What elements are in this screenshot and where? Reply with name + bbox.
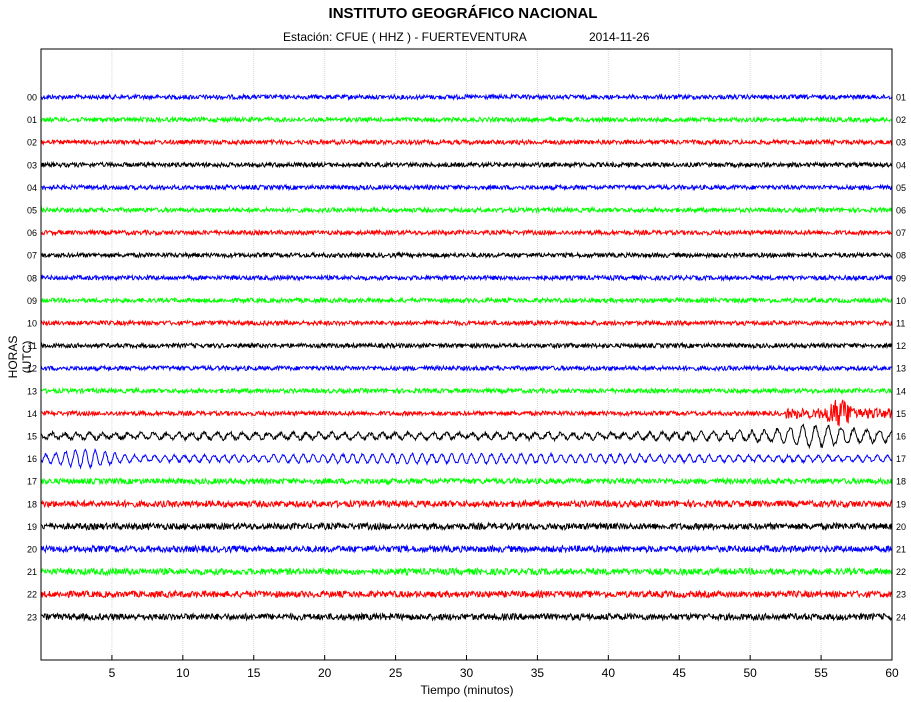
right-hour-label: 19 — [896, 499, 906, 509]
right-hour-label: 12 — [896, 341, 906, 351]
trace-hour-02 — [40, 138, 893, 147]
x-tick-label: 10 — [176, 666, 190, 680]
trace-hour-14 — [40, 399, 893, 427]
right-hour-label: 02 — [896, 115, 906, 125]
left-hour-label: 01 — [27, 115, 37, 125]
left-hour-label: 09 — [27, 296, 37, 306]
right-hour-label: 13 — [896, 364, 906, 374]
x-tick-label: 35 — [531, 666, 545, 680]
left-hour-label: 06 — [27, 228, 37, 238]
left-hour-label: 10 — [27, 319, 37, 329]
right-hour-label: 21 — [896, 545, 906, 555]
right-hour-label: 01 — [896, 93, 906, 103]
right-hour-label: 03 — [896, 138, 906, 148]
right-hour-label: 04 — [896, 160, 906, 170]
left-hour-label: 11 — [28, 341, 37, 351]
left-hour-label: 12 — [27, 364, 37, 374]
left-hour-label: 16 — [27, 454, 37, 464]
trace-hour-13 — [40, 386, 893, 395]
trace-hour-05 — [40, 205, 893, 215]
right-hour-label: 07 — [896, 228, 906, 238]
x-tick-label: 40 — [602, 666, 616, 680]
trace-hour-12 — [40, 364, 893, 373]
left-hour-label: 22 — [27, 590, 37, 600]
left-hour-label: 23 — [27, 612, 37, 622]
x-tick-label: 45 — [673, 666, 687, 680]
chart-title: INSTITUTO GEOGRÁFICO NACIONAL — [328, 5, 598, 22]
trace-hour-15 — [40, 423, 893, 450]
right-hour-label: 17 — [896, 454, 906, 464]
trace-hour-18 — [40, 498, 893, 509]
left-hour-label: 15 — [27, 432, 37, 442]
x-tick-label: 20 — [318, 666, 332, 680]
left-hour-label: 21 — [27, 567, 37, 577]
x-tick-label: 25 — [389, 666, 403, 680]
trace-hour-22 — [40, 589, 893, 600]
trace-hour-11 — [40, 341, 893, 350]
left-hour-label: 07 — [27, 251, 37, 261]
left-hour-label: 14 — [27, 409, 37, 419]
right-hour-label: 06 — [896, 206, 906, 216]
left-hour-label: 04 — [27, 183, 37, 193]
trace-hour-21 — [40, 566, 893, 577]
left-hour-label: 20 — [27, 545, 37, 555]
trace-hour-17 — [40, 476, 893, 486]
left-hour-label: 13 — [27, 386, 37, 396]
trace-hour-03 — [40, 160, 893, 169]
left-hour-label: 00 — [27, 93, 37, 103]
left-hour-label: 05 — [27, 206, 37, 216]
right-hour-label: 14 — [896, 386, 906, 396]
trace-hour-06 — [40, 228, 893, 237]
right-hour-label: 11 — [896, 319, 905, 329]
trace-hour-19 — [40, 521, 893, 532]
trace-hour-20 — [40, 543, 893, 555]
x-tick-label: 60 — [885, 666, 899, 680]
right-hour-label: 08 — [896, 251, 906, 261]
trace-hour-10 — [40, 318, 893, 327]
left-hour-label: 18 — [27, 499, 37, 509]
right-hour-label: 05 — [896, 183, 906, 193]
right-hour-label: 22 — [896, 567, 906, 577]
right-hour-label: 09 — [896, 273, 906, 283]
right-hour-label: 23 — [896, 590, 906, 600]
right-hour-label: 15 — [896, 409, 906, 419]
x-tick-label: 50 — [743, 666, 757, 680]
trace-hour-07 — [40, 251, 893, 260]
right-hour-label: 10 — [896, 296, 906, 306]
station-label: Estación: CFUE ( HHZ ) - FUERTEVENTURA — [283, 30, 527, 44]
x-axis-label: Tiempo (minutos) — [420, 683, 514, 697]
x-tick-label: 55 — [814, 666, 828, 680]
trace-hour-01 — [40, 115, 893, 124]
left-hour-label: 19 — [27, 522, 37, 532]
x-tick-label: 30 — [460, 666, 474, 680]
trace-hour-23 — [40, 611, 893, 622]
trace-hour-16 — [40, 448, 893, 470]
x-tick-label: 15 — [247, 666, 261, 680]
left-hour-label: 17 — [27, 477, 37, 487]
date-label: 2014-11-26 — [589, 30, 650, 44]
left-hour-label: 03 — [27, 160, 37, 170]
trace-hour-00 — [40, 92, 893, 102]
right-hour-label: 24 — [896, 612, 906, 622]
right-hour-label: 20 — [896, 522, 906, 532]
right-hour-label: 16 — [896, 432, 906, 442]
trace-hour-08 — [40, 273, 893, 282]
left-hour-label: 08 — [27, 273, 37, 283]
x-tick-label: 5 — [109, 666, 116, 680]
trace-hour-09 — [41, 296, 893, 305]
right-hour-label: 18 — [896, 477, 906, 487]
left-hour-label: 02 — [27, 138, 37, 148]
trace-hour-04 — [40, 183, 893, 192]
